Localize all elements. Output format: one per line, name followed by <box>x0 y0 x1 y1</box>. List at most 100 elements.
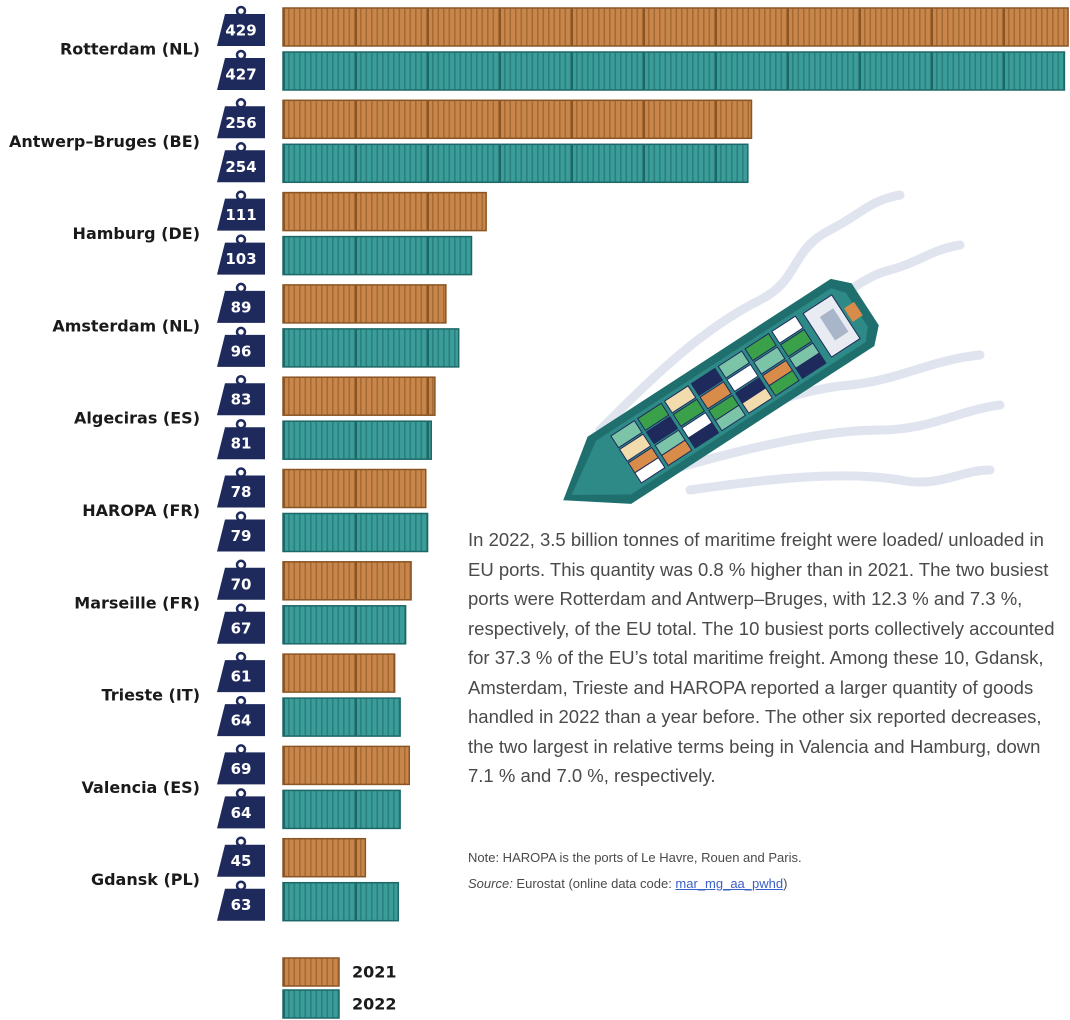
category-label: Gdansk (PL) <box>91 870 200 889</box>
source: Source: Eurostat (online data code: mar_… <box>468 876 787 891</box>
bar <box>282 420 432 460</box>
weight-icon <box>217 14 265 46</box>
weight-icon <box>217 427 265 460</box>
category-label: Hamburg (DE) <box>73 224 200 243</box>
value-label: 70 <box>231 575 252 593</box>
value-label: 103 <box>225 250 256 268</box>
weight-icon <box>217 844 265 877</box>
source-end: ) <box>783 876 788 891</box>
bar <box>282 512 429 553</box>
value-label: 96 <box>231 342 252 360</box>
value-label: 61 <box>231 668 252 686</box>
bar <box>282 191 487 232</box>
note: Note: HAROPA is the ports of Le Havre, R… <box>468 850 802 865</box>
weight-ring <box>235 374 247 386</box>
value-label: 427 <box>225 66 256 84</box>
category-label: Valencia (ES) <box>82 778 200 797</box>
value-label: 63 <box>231 896 252 914</box>
weight-ring <box>235 142 247 153</box>
weight-icon <box>217 796 265 829</box>
source-link[interactable]: mar_mg_aa_pwhd <box>675 876 784 891</box>
value-label: 45 <box>231 852 252 870</box>
weight-ring <box>235 744 247 755</box>
weight-icon <box>217 150 265 183</box>
weight-icon <box>217 334 265 367</box>
weight-ring <box>235 559 247 571</box>
value-label: 78 <box>231 483 252 501</box>
legend-swatch <box>282 957 340 987</box>
legend-label: 2021 <box>352 963 397 982</box>
weight-ring <box>235 511 247 522</box>
value-label: 81 <box>231 435 252 453</box>
bar <box>282 51 1066 91</box>
bar <box>282 881 400 922</box>
bar <box>282 7 1069 47</box>
value-label: 67 <box>231 619 252 637</box>
weight-icon <box>217 519 265 552</box>
value-label: 254 <box>225 158 256 176</box>
value-label: 83 <box>231 391 252 409</box>
category-label: Marseille (FR) <box>74 593 200 612</box>
bar <box>282 376 436 416</box>
value-label: 111 <box>225 206 256 224</box>
value-label: 64 <box>231 804 252 822</box>
value-label: 89 <box>231 298 252 316</box>
category-label: Trieste (IT) <box>102 686 200 705</box>
weight-ring <box>235 788 247 799</box>
weight-ring <box>235 5 247 17</box>
weight-ring <box>235 326 247 338</box>
weight-ring <box>235 695 247 707</box>
weight-ring <box>235 467 247 478</box>
weight-icon <box>217 567 265 600</box>
value-label: 79 <box>231 527 252 545</box>
weight-ring <box>235 282 247 294</box>
bar <box>282 328 460 368</box>
value-label: 429 <box>225 22 256 40</box>
weight-icon <box>217 475 265 508</box>
category-label: HAROPA (FR) <box>82 501 200 520</box>
source-label: Source: <box>468 876 513 891</box>
category-label: Rotterdam (NL) <box>60 40 200 59</box>
bar <box>282 99 753 140</box>
bar <box>282 745 411 786</box>
legend-swatch <box>282 989 340 1019</box>
weight-ring <box>235 190 247 201</box>
weight-ring <box>235 49 247 61</box>
weight-icon <box>217 58 265 90</box>
category-label: Amsterdam (NL) <box>52 316 200 335</box>
category-label: Algeciras (ES) <box>74 409 200 428</box>
weight-icon <box>217 752 265 785</box>
legend-label: 2022 <box>352 995 397 1014</box>
weight-icon <box>217 383 265 416</box>
weight-icon <box>217 660 265 693</box>
bar <box>282 653 396 693</box>
value-label: 64 <box>231 712 252 730</box>
weight-ring <box>235 603 247 615</box>
value-label: 256 <box>225 114 256 132</box>
weight-icon <box>217 106 265 139</box>
weight-icon <box>217 290 265 323</box>
bar <box>282 789 401 830</box>
bar <box>282 561 412 601</box>
weight-icon <box>217 198 265 231</box>
ship-illustration <box>563 190 1005 504</box>
description: In 2022, 3.5 billion tonnes of maritime … <box>468 529 1055 786</box>
bar <box>282 143 749 184</box>
weight-icon <box>217 704 265 737</box>
weight-icon <box>217 611 265 644</box>
weight-ring <box>235 418 247 430</box>
value-label: 69 <box>231 760 252 778</box>
bar <box>282 468 427 509</box>
bar <box>282 284 447 324</box>
bar <box>282 837 367 878</box>
weight-ring <box>235 234 247 245</box>
weight-icon <box>217 242 265 275</box>
weight-ring <box>235 836 247 847</box>
category-label: Antwerp–Bruges (BE) <box>9 132 200 151</box>
bar <box>282 235 473 276</box>
weight-ring <box>235 98 247 109</box>
bar <box>282 605 407 645</box>
weight-icon <box>217 888 265 921</box>
